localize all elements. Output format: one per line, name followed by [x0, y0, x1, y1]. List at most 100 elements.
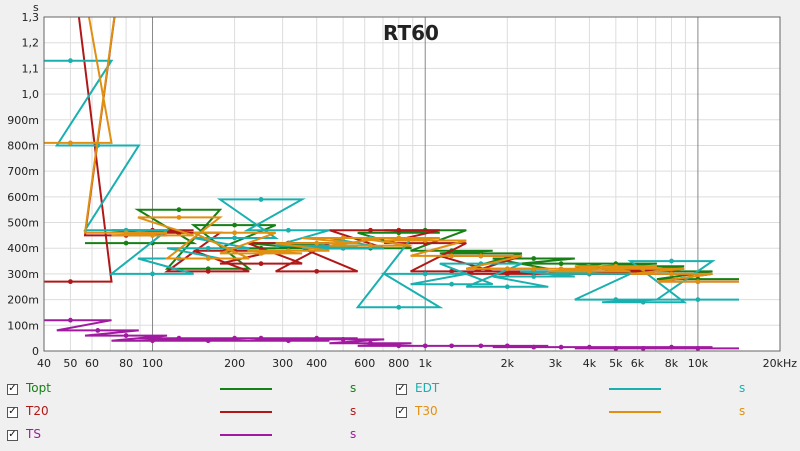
x-tick-label: 8k [665, 357, 679, 370]
legend-label-edt: EDT [415, 381, 440, 395]
y-tick-label: 100m [7, 319, 39, 332]
legend-swatch-t20 [220, 411, 272, 413]
data-point-edt [286, 227, 291, 233]
data-point-ts [640, 346, 646, 351]
data-point-edt [669, 258, 674, 264]
data-point-t20 [504, 271, 510, 277]
x-tick-label: 40 [37, 357, 51, 370]
legend-label-ts: TS [26, 427, 41, 441]
data-point-topt [558, 261, 564, 267]
data-point-ts [478, 343, 484, 349]
y-tick-label: 1,0 [22, 88, 40, 101]
data-point-ts [586, 344, 592, 350]
ts-checkbox[interactable]: ✓ [7, 429, 18, 441]
data-point-ts [286, 338, 291, 344]
x-tick-label: 20kHz [763, 357, 798, 370]
data-point-t30 [258, 250, 264, 256]
edt-checkbox[interactable]: ✓ [396, 383, 407, 395]
data-point-edt [396, 304, 402, 310]
x-tick-labels: 40 50 60 80 100 200 300 400 600 800 1k 2k 3k 4k 5k 6k 8k… [37, 357, 797, 370]
data-point-t20 [258, 261, 264, 267]
data-point-edt [68, 58, 73, 64]
x-tick-label: 5k [609, 357, 623, 370]
data-point-t30 [232, 230, 238, 236]
data-point-ts [613, 346, 619, 351]
legend-item-t30[interactable]: ✓ T30 s [389, 401, 800, 423]
legend-swatch-ts [220, 434, 272, 436]
data-point-topt [176, 207, 182, 213]
data-point-t30 [449, 253, 455, 259]
y-tick-label: 700m [7, 165, 39, 178]
data-point-t30 [669, 271, 674, 277]
data-point-ts [669, 344, 674, 350]
x-tick-label: 200 [224, 357, 245, 370]
data-point-ts [95, 328, 101, 333]
data-point-edt [613, 297, 619, 303]
legend-label-topt: Topt [26, 381, 51, 395]
data-point-t30 [613, 263, 619, 269]
data-point-t30 [504, 266, 510, 272]
series-ts [44, 317, 739, 351]
plot-frame [43, 16, 781, 352]
plot-background [44, 17, 780, 351]
data-point-ts [531, 344, 537, 350]
data-point-ts [205, 338, 211, 344]
data-point-edt [695, 297, 701, 303]
data-point-edt [150, 271, 155, 277]
data-point-ts [340, 337, 346, 342]
y-axis-label: s [33, 1, 39, 14]
legend-item-t20[interactable]: ✓ T20 s [0, 401, 400, 423]
data-point-t30 [150, 232, 155, 238]
series-line-edt [44, 59, 739, 309]
data-point-ts [150, 338, 155, 344]
data-point-ts [68, 317, 73, 323]
data-point-t30 [422, 238, 428, 243]
data-point-ts [558, 344, 564, 350]
data-point-ts [396, 343, 402, 349]
legend-swatch-edt [609, 388, 661, 390]
t20-checkbox[interactable]: ✓ [7, 406, 18, 418]
legend-unit-t20: s [350, 404, 357, 418]
y-tick-label: 900m [7, 114, 39, 127]
x-tick-label: 400 [306, 357, 327, 370]
x-tick-label: 6k [631, 357, 645, 370]
y-tick-labels: 0 100m 200m 300m 400m 500m 600m 700m 800m 900m 1,0… [7, 11, 39, 358]
data-point-edt [205, 245, 211, 251]
data-point-t30 [123, 230, 129, 236]
data-point-ts [258, 335, 264, 341]
series-line-ts [44, 319, 739, 350]
rt60-chart: 40 50 60 80 100 200 300 400 600 800 1k 2k 3k 4k 5k 6k 8k… [7, 1, 797, 370]
data-point-t30 [531, 266, 537, 272]
legend-item-edt[interactable]: ✓ EDT s [389, 378, 800, 400]
data-point-ts [368, 340, 373, 346]
topt-checkbox[interactable]: ✓ [7, 383, 18, 395]
legend: ✓ Topt s ✓ EDT s ✓ T20 s ✓ T30 s ✓ TS s [0, 372, 800, 451]
data-point-t30 [640, 266, 646, 272]
y-tick-label: 600m [7, 191, 39, 204]
data-point-topt [123, 240, 129, 246]
chart-title: RT60 [383, 21, 439, 45]
y-tick-label: 400m [7, 242, 39, 255]
x-tick-label: 600 [354, 357, 375, 370]
data-point-ts [695, 346, 701, 351]
legend-unit-edt: s [739, 381, 746, 395]
data-point-topt [232, 222, 238, 228]
data-point-t30 [205, 256, 211, 261]
series-line-t30 [44, 17, 739, 283]
x-tick-label: 80 [119, 357, 133, 370]
x-tick-label: 3k [549, 357, 563, 370]
data-point-ts [232, 335, 238, 341]
legend-item-topt[interactable]: ✓ Topt s [0, 378, 400, 400]
series-layer [44, 17, 739, 351]
y-tick-label: 300m [7, 268, 39, 281]
x-tick-label: 100 [142, 357, 163, 370]
legend-item-ts[interactable]: ✓ TS s [0, 424, 400, 446]
data-point-t30 [286, 248, 291, 254]
data-point-t30 [396, 235, 402, 241]
data-point-edt [258, 197, 264, 202]
data-point-t30 [558, 266, 564, 272]
x-tick-label: 50 [63, 357, 77, 370]
t30-checkbox[interactable]: ✓ [396, 406, 407, 418]
data-point-t30 [314, 240, 320, 246]
data-point-t30 [340, 235, 346, 241]
